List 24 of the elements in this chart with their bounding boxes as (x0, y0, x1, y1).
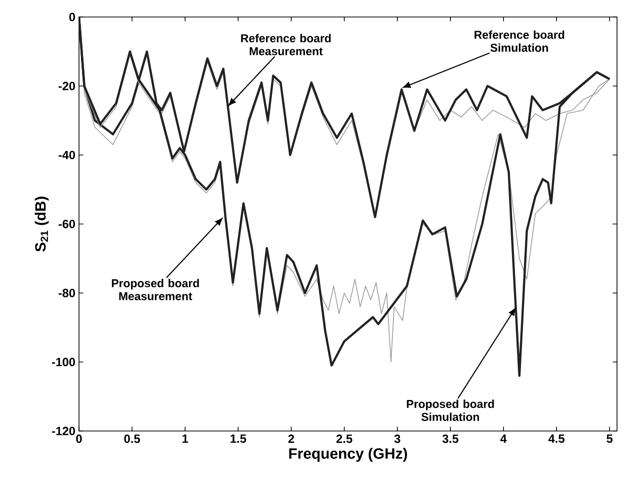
annotation: Proposed board Simulation (406, 400, 494, 421)
y-tick-label: -120 (52, 426, 75, 436)
x-tick-label: 5 (606, 434, 613, 443)
x-tick-label: 3 (394, 434, 400, 444)
y-tick-label: -60 (58, 220, 75, 228)
y-tick-label: -40 (58, 150, 75, 160)
annotation: Reference board Simulation (474, 30, 564, 52)
y-tick-label: -20 (58, 82, 75, 90)
x-tick-label: 4 (500, 434, 507, 443)
annotation: Reference board Measurement (241, 34, 331, 56)
x-tick-label: 4.5 (548, 434, 564, 443)
y-tick-label: 0 (69, 12, 75, 22)
y-tick-label: -80 (58, 288, 75, 298)
x-tick-label: 2.5 (336, 434, 352, 443)
x-tick-label: 1 (182, 434, 188, 443)
x-tick-label: 2 (288, 434, 294, 443)
x-tick-label: 0 (76, 434, 82, 443)
x-axis-title: Frequency (GHz) (289, 448, 408, 462)
y-tick-label: -100 (52, 358, 75, 366)
annotation: Proposed board Measurement (112, 278, 199, 300)
x-tick-label: 0.5 (124, 434, 140, 443)
x-tick-label: 3.5 (442, 434, 458, 444)
y-axis-title: S$_{21}$ (dB) (34, 196, 49, 252)
x-tick-label: 1.5 (230, 434, 246, 443)
